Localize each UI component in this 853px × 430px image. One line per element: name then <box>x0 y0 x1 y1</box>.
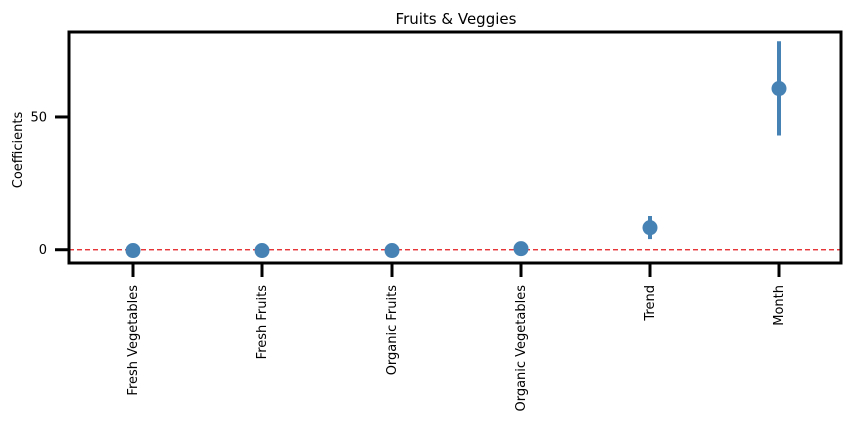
x-tick-label: Fresh Fruits <box>255 285 270 360</box>
error-bar-layer <box>131 41 781 252</box>
data-point <box>254 243 270 259</box>
data-point <box>513 241 529 257</box>
x-tick-label: Trend <box>643 285 658 322</box>
data-point <box>642 220 658 236</box>
x-tick-label: Organic Vegetables <box>514 285 529 412</box>
data-point-layer <box>125 81 787 259</box>
axis-layer: 0 50 Fresh Vegetables Fresh Fruits Organic F… <box>30 110 787 411</box>
data-point <box>771 81 787 97</box>
y-tick-label: 50 <box>30 110 47 125</box>
y-axis-label: Coefficients <box>11 112 26 189</box>
x-tick-label: Month <box>772 285 787 326</box>
plot-frame <box>67 30 843 265</box>
data-point <box>384 243 400 259</box>
x-tick-label: Organic Fruits <box>385 285 400 376</box>
y-tick-label: 0 <box>39 243 47 258</box>
x-tick-label: Fresh Vegetables <box>126 285 141 396</box>
data-point <box>125 243 141 259</box>
chart-title: Fruits & Veggies <box>396 10 517 28</box>
